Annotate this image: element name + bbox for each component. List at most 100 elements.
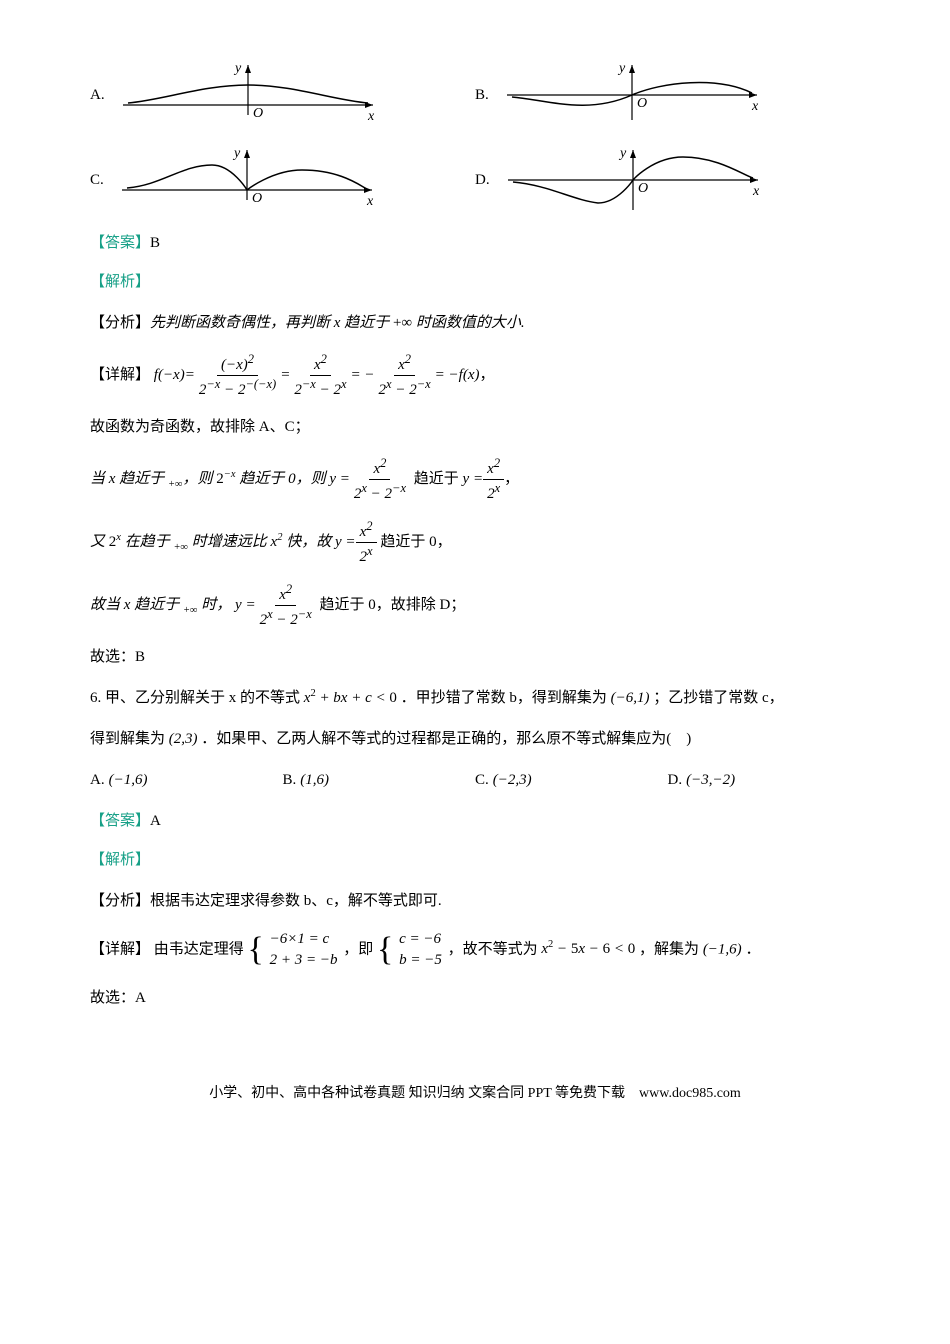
choice-val: (−2,3) [493, 772, 532, 788]
q5-analysis: 【解析】 [90, 269, 860, 296]
choice-label: A. [90, 772, 105, 788]
q5-line2-b: 趋近于 [414, 471, 459, 487]
q5-line3-f: y = x22x [335, 518, 377, 567]
option-label-B: B. [475, 82, 489, 109]
fenxi-text: 先判断函数奇偶性，再判断 x 趋近于 +∞ 时函数值的大小. [150, 315, 525, 331]
q5-line2-f1: y = x22x − 2−x [329, 455, 410, 504]
analysis-label: 【解析】 [90, 274, 150, 290]
svg-text:O: O [252, 191, 262, 206]
q5-option-A: A. O x y [90, 60, 475, 130]
q6-s1b: ．甲抄错了常数 b，得到解集为 [401, 690, 607, 706]
option-label-A: A. [90, 82, 105, 109]
q5-graphs-row1: A. O x y B. O x y [90, 60, 860, 130]
answer-value: A [150, 813, 161, 829]
q5-conclude: 故选：B [90, 644, 860, 671]
svg-text:y: y [232, 146, 241, 161]
q5-detail-formula: f(−x) = (−x)22−x − 2−(−x) = x22−x − 2x =… [154, 351, 480, 400]
sys1-top: −6×1 = c [270, 929, 338, 950]
choice-val: (−1,6) [109, 772, 148, 788]
q5-line2: 当 x 趋近于 +∞，则 2−x 趋近于 0，则 y = x22x − 2−x … [90, 455, 860, 504]
detail-label: 【详解】 [90, 941, 150, 957]
q6-sys1: −6×1 = c 2 + 3 = −b [270, 929, 338, 971]
choice-val: (1,6) [300, 772, 329, 788]
q6-dc: ，故不等式为 [448, 941, 538, 957]
svg-text:y: y [618, 146, 627, 161]
choice-label: D. [668, 772, 683, 788]
sys2-top: c = −6 [399, 929, 442, 950]
graph-D: O x y [498, 145, 768, 215]
q6-db: ，即 [343, 941, 373, 957]
sys1-bot: 2 + 3 = −b [270, 950, 338, 971]
q6-s1a: 6. 甲、乙分别解关于 x 的不等式 [90, 690, 300, 706]
q6-fenxi: 【分析】根据韦达定理求得参数 b、c，解不等式即可. [90, 888, 860, 915]
analysis-label: 【解析】 [90, 852, 150, 868]
q6-stem-line2: 得到解集为 (2,3) ．如果甲、乙两人解不等式的过程都是正确的，那么原不等式解… [90, 726, 860, 753]
svg-text:O: O [638, 181, 648, 196]
page-footer: 小学、初中、高中各种试卷真题 知识归纳 文案合同 PPT 等免费下载 www.d… [0, 1081, 950, 1106]
q6-ineq: x2 − 5x − 6 < 0 [541, 941, 635, 957]
svg-text:O: O [637, 96, 647, 111]
graph-B: O x y [497, 60, 767, 130]
sys2-bot: b = −5 [399, 950, 442, 971]
choice-val: (−3,−2) [686, 772, 735, 788]
q6-conclude: 故选：A [90, 985, 860, 1012]
q6-choices: A.(−1,6) B.(1,6) C.(−2,3) D.(−3,−2) [90, 767, 860, 794]
fenxi-text: 根据韦达定理求得参数 b、c，解不等式即可. [150, 893, 442, 909]
q5-line1: 故函数为奇函数，故排除 A、C； [90, 414, 860, 441]
q5-option-C: C. O x y [90, 145, 475, 215]
q6-sys2: c = −6 b = −5 [399, 929, 442, 971]
q5-answer: 【答案】B [90, 230, 860, 257]
q6-s2b: ．如果甲、乙两人解不等式的过程都是正确的，那么原不等式解集应为( ) [201, 731, 691, 747]
q6-s1set: (−6,1) [611, 690, 650, 706]
answer-label: 【答案】 [90, 235, 150, 251]
svg-text:y: y [233, 61, 242, 76]
detail-label: 【详解】 [90, 367, 150, 383]
svg-text:y: y [617, 61, 626, 76]
svg-text:x: x [752, 184, 760, 199]
q6-analysis: 【解析】 [90, 847, 860, 874]
brace-icon: { [377, 931, 393, 968]
q5-line4-a: 故当 x 趋近于 +∞ 时， [90, 597, 231, 613]
choice-label: C. [475, 772, 489, 788]
q5-line4-f: y = x22x − 2−x [235, 581, 316, 630]
choice-label: B. [283, 772, 297, 788]
q6-choice-A: A.(−1,6) [90, 767, 283, 794]
q5-line3: 又 2x 在趋于 +∞ 时增速远比 x2 快，故 y = x22x 趋近于 0， [90, 518, 860, 567]
q5-detail-line: 【详解】 f(−x) = (−x)22−x − 2−(−x) = x22−x −… [90, 351, 860, 400]
q5-line2-a: 当 x 趋近于 +∞，则 2−x 趋近于 0，则 [90, 471, 326, 487]
q6-choice-C: C.(−2,3) [475, 767, 668, 794]
fenxi-label: 【分析】 [90, 893, 150, 909]
q6-answer: 【答案】A [90, 808, 860, 835]
svg-text:O: O [253, 106, 263, 121]
q6-s1c: ；乙抄错了常数 c， [653, 690, 783, 706]
q5-line3-b: 趋近于 0， [380, 534, 451, 550]
svg-text:x: x [751, 99, 759, 114]
q6-s2set: (2,3) [169, 731, 198, 747]
q5-option-B: B. O x y [475, 60, 860, 130]
q6-s2a: 得到解集为 [90, 731, 165, 747]
graph-A: O x y [113, 60, 383, 130]
graph-C: O x y [112, 145, 382, 215]
svg-text:x: x [366, 194, 374, 209]
q6-stem-line1: 6. 甲、乙分别解关于 x 的不等式 x2 + bx + c < 0 ．甲抄错了… [90, 685, 860, 712]
q6-da: 由韦达定理得 [154, 941, 244, 957]
q6-choice-D: D.(−3,−2) [668, 767, 861, 794]
option-label-C: C. [90, 167, 104, 194]
q5-line4: 故当 x 趋近于 +∞ 时， y = x22x − 2−x 趋近于 0，故排除 … [90, 581, 860, 630]
q5-line2-f2: y = x22x [463, 455, 505, 504]
q6-choice-B: B.(1,6) [283, 767, 476, 794]
answer-value: B [150, 235, 160, 251]
q6-dd: ，解集为 [639, 941, 699, 957]
q6-sol: (−1,6) [703, 941, 742, 957]
brace-icon: { [248, 931, 264, 968]
q5-option-D: D. O x y [475, 145, 860, 215]
q5-graphs-row2: C. O x y D. O x y [90, 145, 860, 215]
q5-fenxi: 【分析】先判断函数奇偶性，再判断 x 趋近于 +∞ 时函数值的大小. [90, 310, 860, 337]
q5-line2-c: ， [504, 471, 519, 487]
option-label-D: D. [475, 167, 490, 194]
q6-detail: 【详解】 由韦达定理得 { −6×1 = c 2 + 3 = −b ，即 { c… [90, 929, 860, 971]
svg-text:x: x [367, 109, 375, 124]
q5-detail-tail: ， [480, 367, 495, 383]
q6-de: ． [745, 941, 760, 957]
q5-line4-b: 趋近于 0，故排除 D； [320, 597, 466, 613]
